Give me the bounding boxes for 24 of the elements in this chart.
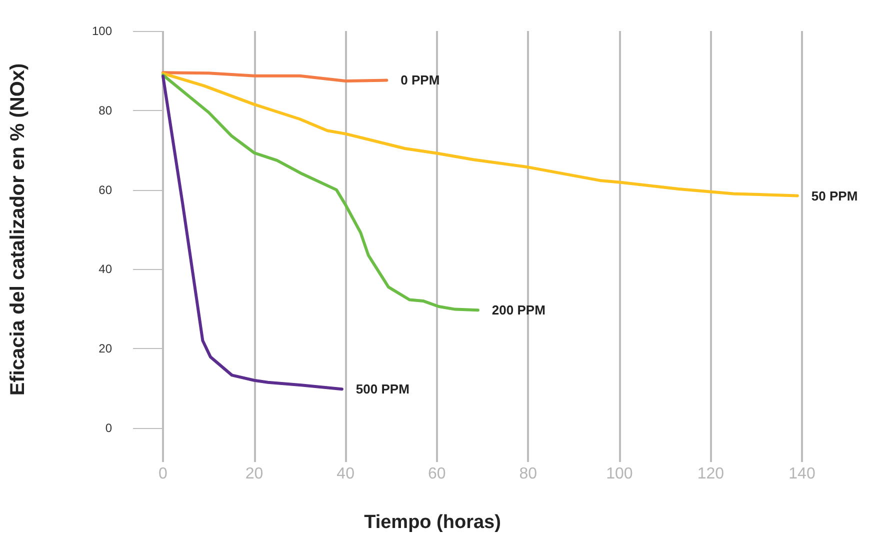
y-tick-label: 80 bbox=[98, 103, 112, 118]
line-series bbox=[162, 74, 480, 312]
x-tick-label: 140 bbox=[788, 466, 816, 482]
x-tick-label: 60 bbox=[428, 466, 446, 482]
series-label: 0 PPM bbox=[400, 72, 440, 88]
x-tick-label: 120 bbox=[697, 466, 724, 482]
x-tick-label: 100 bbox=[606, 466, 633, 482]
y-tick-label: 100 bbox=[92, 24, 112, 38]
x-tick-label: 80 bbox=[519, 466, 538, 482]
x-tick-label: 20 bbox=[245, 466, 264, 482]
x-tick-label: 40 bbox=[336, 466, 355, 482]
series-label: 50 PPM bbox=[811, 188, 858, 204]
y-tick-label: 40 bbox=[98, 262, 112, 276]
y-tick-label: 20 bbox=[98, 342, 112, 356]
line-series bbox=[162, 72, 799, 198]
x-tick-label: 0 bbox=[158, 466, 168, 482]
line-series bbox=[162, 71, 388, 83]
x-axis-title: Tiempo (horas) bbox=[364, 512, 501, 533]
y-axis-title: Eficacia del catalizador en % (NOx) bbox=[7, 63, 29, 396]
y-tick-label: 60 bbox=[98, 182, 112, 197]
series-label: 200 PPM bbox=[492, 302, 546, 318]
series-label: 500 PPM bbox=[356, 382, 410, 397]
line-series bbox=[162, 74, 344, 391]
y-tick-label: 0 bbox=[105, 421, 112, 435]
